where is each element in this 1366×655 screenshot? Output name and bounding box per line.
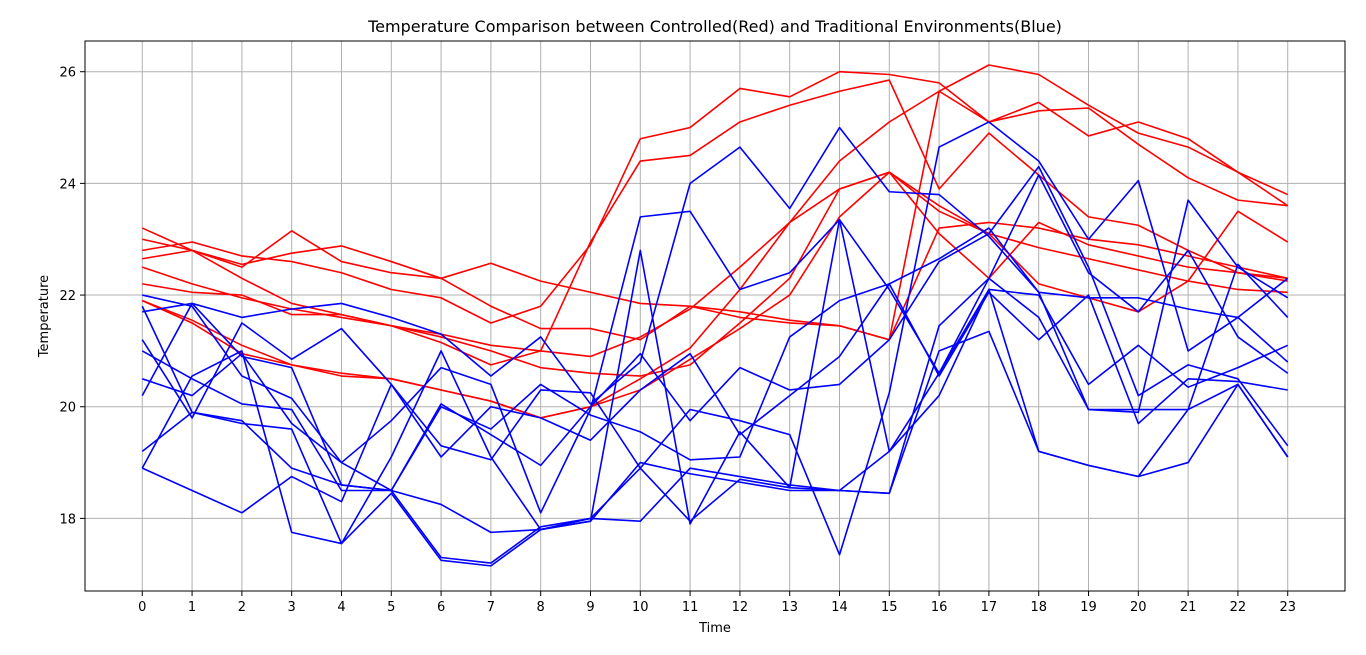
traditional-series-line-10 bbox=[142, 174, 1289, 514]
x-axis-ticks: 0 1 2 3 4 5 6 7 8 9 10 11 12 13 14 15 16 17 18 19 20 21 22 23 bbox=[138, 591, 1296, 615]
x-tick-label: 7 bbox=[487, 600, 495, 615]
y-axis-ticks: 18 20 22 24 26 bbox=[59, 66, 85, 527]
x-tick-label: 12 bbox=[732, 600, 749, 615]
x-tick-label: 13 bbox=[781, 600, 798, 615]
x-tick-label: 1 bbox=[188, 600, 196, 615]
x-tick-label: 6 bbox=[437, 600, 445, 615]
x-tick-label: 22 bbox=[1230, 600, 1247, 615]
x-tick-label: 9 bbox=[586, 600, 594, 615]
grid-lines bbox=[85, 41, 1345, 591]
y-tick-label: 18 bbox=[59, 512, 76, 527]
controlled-series-line-1 bbox=[141, 221, 1288, 341]
y-tick-label: 22 bbox=[59, 289, 76, 304]
controlled-series-line-3 bbox=[142, 70, 1289, 324]
x-tick-label: 10 bbox=[632, 600, 649, 615]
y-tick-label: 26 bbox=[59, 66, 76, 81]
x-tick-label: 11 bbox=[682, 600, 699, 615]
x-axis-label: Time bbox=[698, 621, 731, 636]
x-tick-label: 19 bbox=[1080, 600, 1097, 615]
x-tick-label: 21 bbox=[1180, 600, 1197, 615]
traditional-series-line-12 bbox=[141, 283, 1288, 458]
controlled-series-line-4 bbox=[142, 64, 1289, 358]
x-tick-label: 15 bbox=[881, 600, 898, 615]
plot-frame bbox=[84, 40, 1346, 592]
x-tick-label: 3 bbox=[288, 600, 296, 615]
x-tick-label: 18 bbox=[1030, 600, 1047, 615]
y-tick-label: 24 bbox=[59, 177, 76, 192]
traditional-series-line-16 bbox=[141, 121, 1289, 556]
controlled-series-line-6 bbox=[142, 79, 1288, 366]
x-tick-label: 17 bbox=[981, 600, 998, 615]
traditional-series-line-18 bbox=[141, 288, 1289, 564]
x-tick-label: 16 bbox=[931, 600, 948, 615]
x-tick-label: 14 bbox=[831, 600, 848, 615]
x-tick-label: 4 bbox=[337, 600, 345, 615]
x-tick-label: 5 bbox=[387, 600, 395, 615]
y-axis-label: Temperature bbox=[37, 275, 52, 358]
x-tick-label: 23 bbox=[1279, 600, 1296, 615]
x-tick-label: 20 bbox=[1130, 600, 1147, 615]
chart-title: Temperature Comparison between Controlle… bbox=[367, 17, 1062, 36]
controlled-series-line-2 bbox=[142, 90, 1288, 341]
controlled-series-line-7 bbox=[141, 171, 1288, 419]
x-tick-label: 8 bbox=[537, 600, 545, 615]
series-layer bbox=[141, 64, 1289, 567]
traditional-series-line-17 bbox=[141, 263, 1289, 534]
controlled-series-line-8 bbox=[141, 171, 1289, 419]
x-tick-label: 0 bbox=[138, 600, 146, 615]
y-tick-label: 20 bbox=[59, 401, 76, 416]
traditional-series-line-9 bbox=[142, 126, 1289, 405]
x-tick-label: 2 bbox=[238, 600, 246, 615]
